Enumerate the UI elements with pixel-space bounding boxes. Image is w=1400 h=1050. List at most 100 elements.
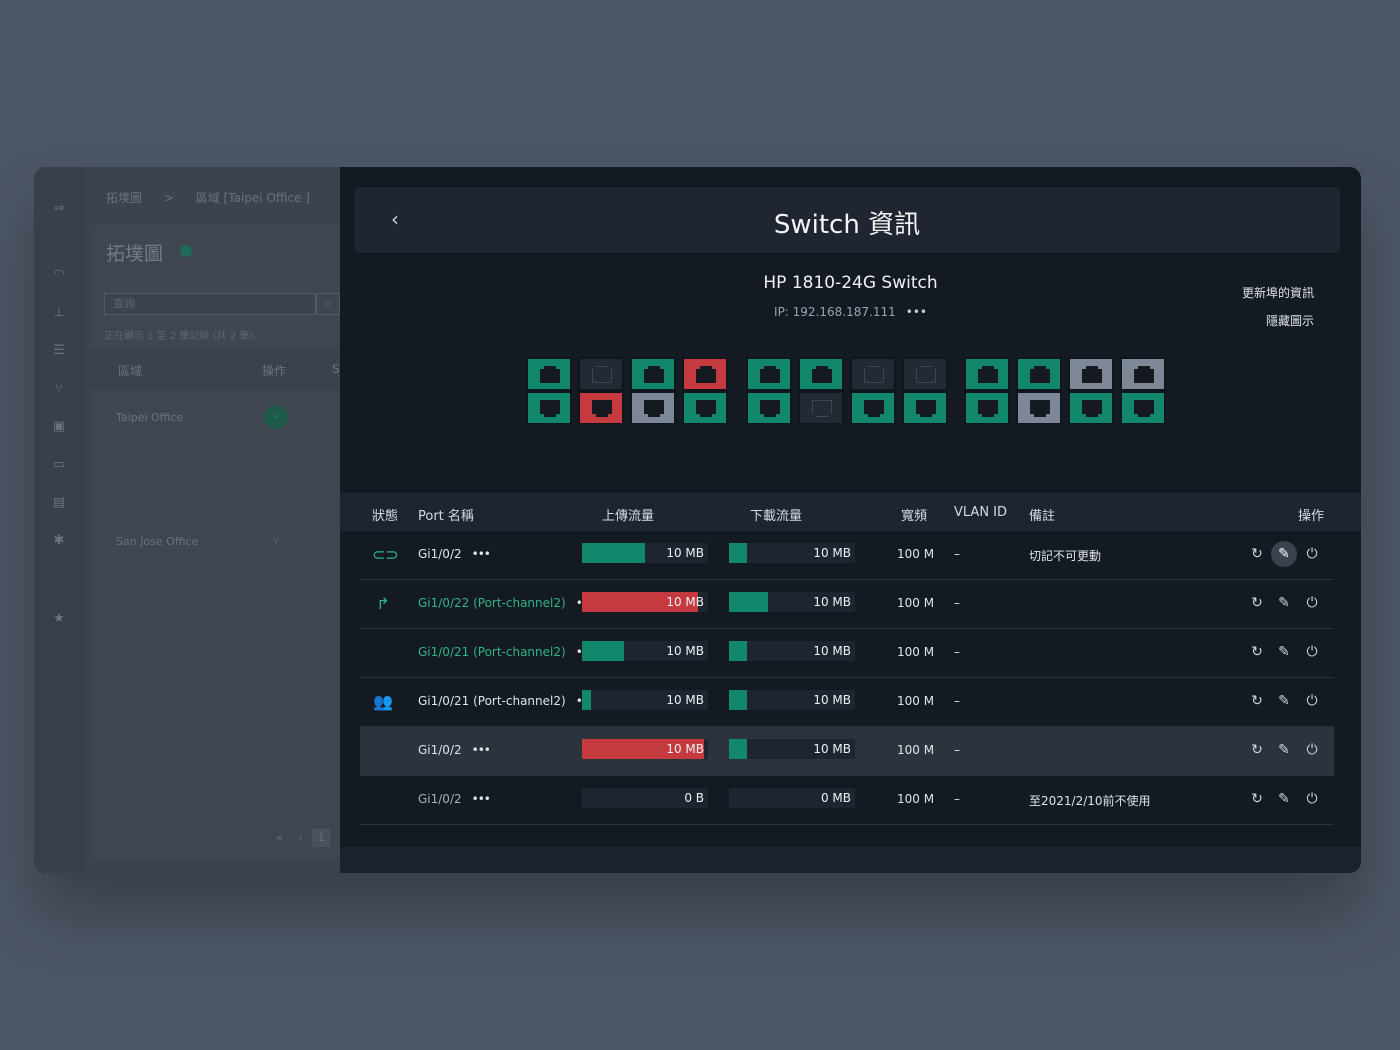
row-actions: ↻ ✎ ⏻ bbox=[1244, 688, 1334, 716]
edit-icon[interactable]: ✎ bbox=[1278, 791, 1290, 807]
download-bar-fill bbox=[729, 592, 769, 612]
more-options-icon[interactable]: ••• bbox=[905, 305, 927, 319]
document-icon[interactable]: ▤ bbox=[52, 494, 66, 510]
switch-info-panel: ‹ Switch 資訊 HP 1810-24G Switch IP: 192.1… bbox=[340, 167, 1361, 873]
breadcrumb-item[interactable]: 拓墣圖 bbox=[106, 191, 143, 205]
upload-bar: 10 MB bbox=[582, 592, 708, 612]
switch-port[interactable] bbox=[1016, 391, 1062, 425]
switch-port[interactable] bbox=[1120, 357, 1166, 391]
switch-port[interactable] bbox=[964, 357, 1010, 391]
switch-port[interactable] bbox=[630, 357, 676, 391]
ethernet-jack-icon bbox=[1134, 400, 1154, 417]
first-page-icon[interactable]: « bbox=[276, 831, 283, 844]
download-value: 10 MB bbox=[813, 742, 851, 756]
topology-icon[interactable]: ⑂ bbox=[55, 380, 63, 396]
download-value: 0 MB bbox=[820, 791, 851, 805]
breadcrumb-separator: > bbox=[163, 191, 174, 205]
switch-port[interactable] bbox=[526, 357, 572, 391]
power-icon[interactable]: ⏻ bbox=[1306, 791, 1318, 807]
ethernet-jack-icon bbox=[540, 366, 560, 383]
refresh-icon[interactable]: ↻ bbox=[1251, 546, 1263, 562]
power-icon[interactable]: ⏻ bbox=[1306, 742, 1318, 758]
update-port-info-link[interactable]: 更新埠的資訊 bbox=[1241, 286, 1314, 300]
switch-port[interactable] bbox=[798, 357, 844, 391]
switch-port[interactable] bbox=[682, 391, 728, 425]
ethernet-jack-icon bbox=[592, 366, 612, 383]
topology-action-icon[interactable]: ⑂ bbox=[272, 534, 280, 547]
calendar-icon[interactable]: ▣ bbox=[52, 418, 66, 434]
back-button[interactable]: ‹ bbox=[391, 207, 399, 231]
refresh-icon[interactable]: ↻ bbox=[1251, 644, 1263, 660]
power-icon[interactable]: ⏻ bbox=[1306, 595, 1318, 611]
switch-port[interactable] bbox=[1016, 357, 1062, 391]
search-icon[interactable]: ⌕ bbox=[316, 293, 340, 315]
edit-icon[interactable]: ✎ bbox=[1278, 595, 1290, 611]
refresh-icon[interactable]: ↻ bbox=[1251, 595, 1263, 611]
list-icon[interactable]: ☰ bbox=[53, 342, 65, 358]
monitor-icon[interactable]: ▭ bbox=[52, 456, 66, 472]
switch-port[interactable] bbox=[746, 391, 792, 425]
port-name[interactable]: Gi1/0/2 ••• bbox=[418, 547, 491, 561]
switch-port[interactable] bbox=[850, 391, 896, 425]
port-name[interactable]: Gi1/0/21 (Port-channel2)••• bbox=[418, 645, 595, 659]
dashboard-icon[interactable]: ◠ bbox=[53, 266, 65, 282]
prev-page-icon[interactable]: ‹ bbox=[298, 831, 303, 844]
edit-icon[interactable]: ✎ bbox=[1271, 541, 1297, 567]
hide-icons-link[interactable]: 隱藏圖示 bbox=[1265, 314, 1314, 328]
more-options-icon[interactable]: ••• bbox=[471, 743, 491, 757]
port-name[interactable]: Gi1/0/22 (Port-channel2)••• bbox=[418, 596, 595, 610]
port-row[interactable]: Gi1/0/2 ••• 0 B 0 MB 100 M – 至2021/2/10前不使用 ↻ ✎ ⏻ bbox=[360, 776, 1334, 825]
joystick-icon[interactable]: ⊥ bbox=[53, 304, 65, 320]
port-row[interactable]: ↱ Gi1/0/22 (Port-channel2)••• 10 MB 10 MB 10… bbox=[360, 580, 1334, 629]
expand-menu-icon[interactable]: ⇒ bbox=[53, 200, 65, 216]
column-header-port: Port 名稱 bbox=[418, 509, 474, 524]
device-ip: IP: 192.168.187.111 ••• bbox=[340, 305, 1361, 319]
power-icon[interactable]: ⏻ bbox=[1306, 546, 1318, 562]
switch-port[interactable] bbox=[578, 391, 624, 425]
gear-icon[interactable]: ✱ bbox=[53, 532, 65, 548]
port-row[interactable]: Gi1/0/2 ••• 10 MB 10 MB 100 M – ↻ ✎ ⏻ bbox=[360, 727, 1334, 776]
switch-port[interactable] bbox=[1068, 391, 1114, 425]
port-row[interactable]: 👥 Gi1/0/21 (Port-channel2)••• 10 MB 10 MB 10… bbox=[360, 678, 1334, 727]
pagination: « ‹ 1 bbox=[276, 829, 331, 847]
switch-port[interactable] bbox=[798, 391, 844, 425]
port-row[interactable]: ⊂⊃ Gi1/0/2 ••• 10 MB 10 MB 100 M – 切記不可更動 ↻ ✎ ⏻ bbox=[360, 531, 1334, 580]
switch-port[interactable] bbox=[630, 391, 676, 425]
column-header-ops: 操作 bbox=[1298, 509, 1325, 524]
more-options-icon[interactable]: ••• bbox=[471, 547, 491, 561]
edit-icon[interactable]: ✎ bbox=[1278, 742, 1290, 758]
switch-port[interactable] bbox=[964, 391, 1010, 425]
port-name-text: Gi1/0/2 bbox=[418, 547, 462, 561]
port-name[interactable]: Gi1/0/2 ••• bbox=[418, 743, 491, 757]
refresh-icon[interactable]: ↻ bbox=[1251, 791, 1263, 807]
topology-action-icon[interactable]: ⑂ bbox=[264, 405, 288, 429]
switch-port[interactable] bbox=[850, 357, 896, 391]
power-icon[interactable]: ⏻ bbox=[1306, 644, 1318, 660]
edit-icon[interactable]: ✎ bbox=[1278, 644, 1290, 660]
switch-port[interactable] bbox=[1068, 357, 1114, 391]
switch-port[interactable] bbox=[578, 357, 624, 391]
switch-port[interactable] bbox=[1120, 391, 1166, 425]
switch-port[interactable] bbox=[746, 357, 792, 391]
download-bar: 10 MB bbox=[729, 592, 855, 612]
search-input[interactable]: 查詢 bbox=[104, 293, 316, 315]
upload-bar: 10 MB bbox=[582, 739, 708, 759]
switch-port[interactable] bbox=[682, 357, 728, 391]
port-name[interactable]: Gi1/0/2 ••• bbox=[418, 792, 491, 806]
switch-port[interactable] bbox=[902, 391, 948, 425]
power-icon[interactable]: ⏻ bbox=[1306, 693, 1318, 709]
port-row[interactable]: Gi1/0/21 (Port-channel2)••• 10 MB 10 MB 100… bbox=[360, 629, 1334, 678]
star-icon[interactable]: ★ bbox=[53, 610, 65, 626]
vlan-value: – bbox=[954, 547, 960, 561]
page-number[interactable]: 1 bbox=[312, 829, 331, 847]
edit-icon[interactable]: ✎ bbox=[1278, 693, 1290, 709]
refresh-icon[interactable]: ↻ bbox=[1251, 742, 1263, 758]
more-options-icon[interactable]: ••• bbox=[471, 792, 491, 806]
switch-port[interactable] bbox=[526, 391, 572, 425]
ethernet-jack-icon bbox=[812, 366, 832, 383]
port-name[interactable]: Gi1/0/21 (Port-channel2)••• bbox=[418, 694, 595, 708]
refresh-icon[interactable]: ↻ bbox=[1251, 693, 1263, 709]
breadcrumb-item[interactable]: 區域 [Taipei Office ] bbox=[195, 191, 310, 205]
switch-port[interactable] bbox=[902, 357, 948, 391]
column-header: 操作 bbox=[262, 364, 287, 378]
